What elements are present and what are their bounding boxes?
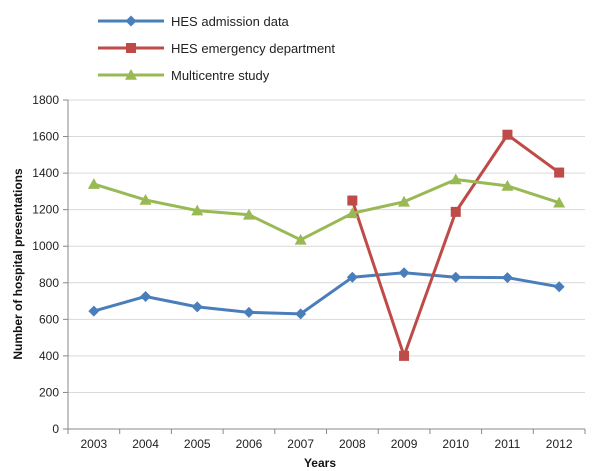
series-hes-emergency-department [347,129,565,361]
data-point [242,208,255,220]
data-point [347,195,358,206]
data-point [191,204,204,216]
gridlines [68,99,585,393]
x-tick-label: 2003 [80,437,107,451]
data-point [139,193,152,205]
data-point [191,301,203,313]
data-point [87,178,100,189]
data-point [88,305,100,317]
series-line [350,133,561,358]
x-tick-label: 2009 [391,437,418,451]
series-layer [87,129,566,361]
y-tick-label: 600 [39,312,59,326]
data-point [502,129,513,140]
y-tick-label: 0 [52,422,59,436]
data-point [346,271,358,283]
axes [63,99,586,434]
y-tick-label: 1600 [32,130,59,144]
legend: HES admission data HES emergency departme… [98,14,335,83]
data-point [553,196,566,208]
series-line [93,271,560,316]
data-point [450,206,461,217]
data-point [449,173,462,185]
x-tick-label: 2007 [287,437,314,451]
x-tick-label: 2011 [495,437,521,451]
series-multicentre-study [87,173,566,245]
y-tick-label: 1200 [32,203,59,217]
x-axis-ticks: 2003 2004 2005 2006 2007 2008 2009 2010 2011 2012 [80,437,572,451]
x-tick-label: 2006 [236,437,263,451]
data-point [501,179,514,191]
data-point [243,306,255,318]
data-point [125,69,137,80]
legend-item: HES emergency department [98,41,335,56]
data-point [501,272,513,284]
y-tick-label: 1000 [32,239,59,253]
x-tick-label: 2012 [546,437,573,451]
data-point [398,195,411,207]
x-tick-label: 2004 [132,437,159,451]
y-tick-label: 1400 [32,166,59,180]
data-point [346,207,359,219]
legend-label: Multicentre study [171,68,270,83]
legend-item: HES admission data [98,14,290,29]
legend-label: HES admission data [171,14,290,29]
x-tick-label: 2010 [442,437,469,451]
y-tick-label: 1800 [32,93,59,107]
y-tick-label: 400 [39,349,59,363]
series-line [93,178,560,242]
series-hes-admission-data [88,267,565,320]
y-tick-label: 800 [39,276,59,290]
data-point [295,308,307,320]
data-point [450,271,462,283]
data-point [126,43,136,53]
y-tick-label: 200 [39,385,59,399]
x-tick-label: 2005 [184,437,211,451]
x-tick-label: 2008 [339,437,366,451]
x-axis-title: Years [304,456,336,470]
data-point [554,167,565,178]
data-point [399,350,410,361]
y-axis-title: Number of hospital presentations [11,168,25,360]
data-point [398,267,410,279]
data-point [125,15,137,27]
data-point [294,233,307,245]
legend-label: HES emergency department [171,41,335,56]
data-point [553,281,565,293]
legend-item: Multicentre study [98,68,270,83]
data-point [140,290,152,302]
y-axis-ticks: 0 200 400 600 800 1000 1200 1400 1600 1800 [32,93,59,436]
